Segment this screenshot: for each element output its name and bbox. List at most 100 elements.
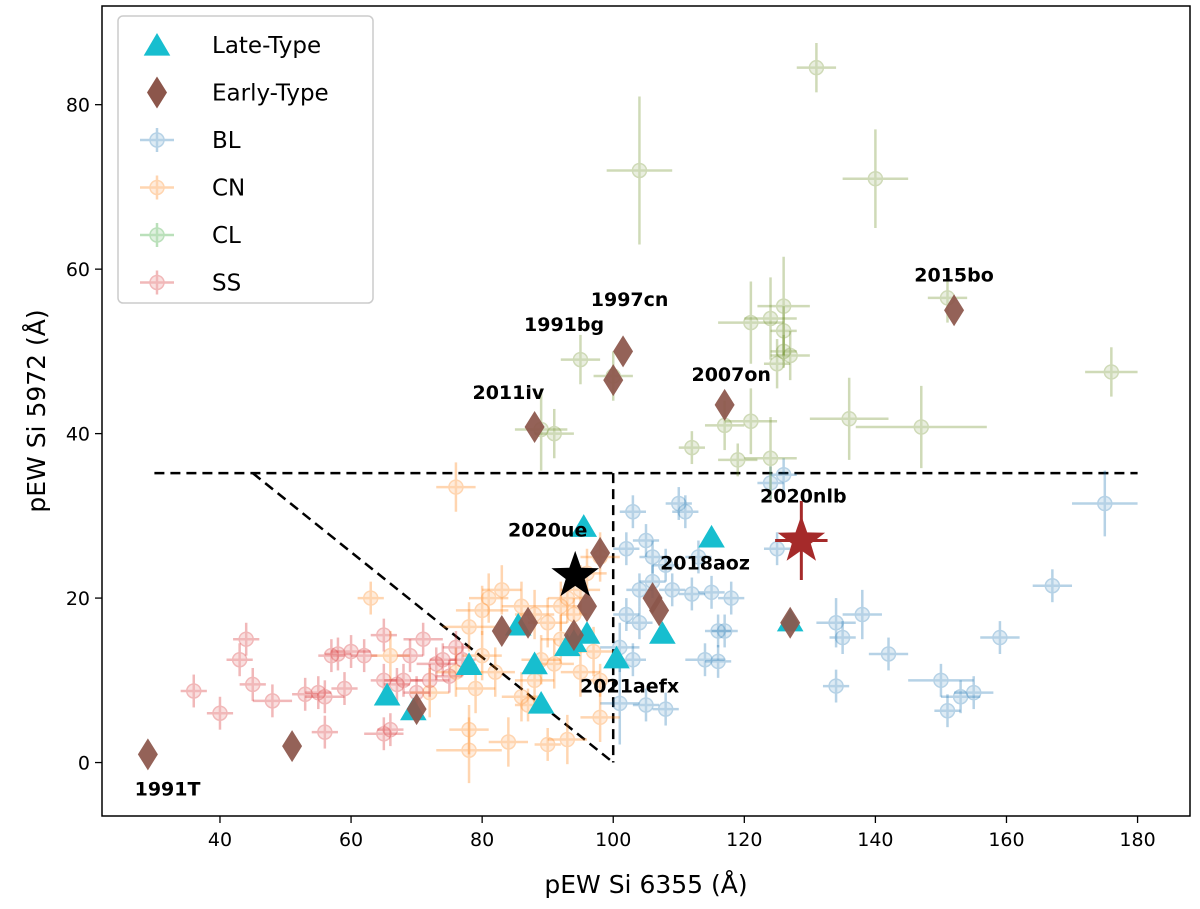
point-bl-28 (868, 637, 909, 671)
point-ss-26-marker (435, 652, 451, 668)
series-2020ue (551, 550, 599, 597)
point-cl-10 (770, 330, 810, 381)
point-cl-2 (842, 129, 909, 229)
point-ss-15 (370, 618, 397, 652)
point-bl-14-marker (723, 590, 739, 606)
legend-ss-dot (149, 274, 165, 291)
point-cn-21 (534, 728, 561, 761)
point-cl-11 (763, 339, 791, 389)
point-bl-30 (908, 663, 974, 697)
point-cl-22-marker (546, 425, 562, 442)
point-cl-4 (1085, 347, 1138, 397)
point-bl-35 (1032, 569, 1073, 603)
point-bl-0-marker (625, 503, 641, 520)
annotation-2018aoz: 2018aoz (660, 552, 750, 574)
point-bl-8-marker (677, 503, 694, 520)
point-early-type-13 (613, 335, 634, 368)
point-cl-22 (534, 408, 574, 459)
point-cn-30-marker (382, 647, 399, 664)
point-ss-9-marker (317, 689, 333, 705)
point-bl-37 (659, 573, 686, 607)
point-cn-9 (541, 581, 581, 631)
point-bl-16 (632, 688, 660, 722)
point-cn-26 (560, 647, 601, 697)
legend-bl-label: BL (212, 128, 241, 154)
point-early-type-6 (577, 590, 598, 623)
point-ss-8 (311, 715, 338, 749)
point-bl-17-marker (697, 652, 713, 668)
point-cl-0 (796, 43, 837, 93)
legend-cn-label: CN (212, 176, 245, 202)
point-early-type-12 (603, 364, 624, 397)
point-bl-21 (613, 598, 640, 631)
legend-cl-dot (149, 227, 165, 243)
y-axis-title: pEW Si 5972 (Å) (22, 309, 51, 512)
point-ss-18 (377, 713, 404, 747)
point-cn-29 (475, 647, 515, 697)
x-tick-label-80: 80 (470, 829, 494, 851)
x-tick-label-60: 60 (339, 829, 363, 851)
series-cn (357, 462, 620, 784)
y-tick-label-60: 60 (66, 259, 90, 281)
point-bl-36 (1072, 470, 1138, 537)
legend: Late-Type Early-Type BL CN CL SS (117, 15, 374, 304)
point-ss-1-marker (212, 705, 228, 721)
point-bl-16-marker (638, 697, 654, 713)
point-cn-31 (410, 667, 450, 718)
point-cl-19-marker (841, 411, 857, 427)
legend-late-type-label: Late-Type (212, 33, 321, 59)
point-bl-33-marker (965, 684, 982, 701)
point-bl-34-marker (992, 629, 1008, 646)
point-bl-38 (652, 548, 679, 582)
point-cl-14 (724, 388, 778, 455)
point-cl-18-marker (762, 450, 779, 467)
point-cl-17 (718, 443, 758, 477)
point-bl-39 (613, 532, 640, 566)
point-bl-18-marker (710, 653, 726, 670)
legend-bl-dot (149, 132, 165, 148)
boundary-lines (154, 471, 1138, 764)
point-ss-15-marker (376, 627, 392, 643)
point-cl-18 (744, 417, 797, 500)
point-ss-10 (318, 639, 345, 673)
point-ss-11-marker (330, 646, 346, 662)
point-bl-11 (698, 575, 725, 609)
point-early-type-11 (524, 411, 545, 444)
point-ss-17 (364, 717, 404, 751)
point-early-type-4 (518, 606, 539, 639)
point-ss-0-marker (186, 683, 202, 699)
point-cl-7 (718, 281, 784, 364)
point-bl-12-marker (710, 623, 726, 639)
series-2020nlb (775, 501, 828, 580)
point-ss-8-marker (317, 724, 333, 740)
point-cn-23 (580, 692, 620, 742)
point-cl-20-marker (913, 419, 930, 435)
legend-early-type-marker (147, 76, 167, 109)
data-points (137, 43, 1138, 784)
point-cn-2-marker (461, 619, 477, 635)
point-cn-24-marker (513, 689, 530, 705)
annotation-2020nlb: 2020nlb (760, 486, 847, 508)
point-ss-5 (252, 684, 293, 718)
point-bl-13-marker (716, 623, 733, 639)
point-ss-12-marker (336, 680, 353, 697)
point-bl-19 (600, 662, 640, 745)
point-cn-6-marker (513, 598, 530, 615)
point-ss-27 (436, 659, 463, 693)
point-bl-2 (639, 540, 666, 574)
point-bl-27 (842, 589, 882, 640)
point-ss-25 (416, 647, 456, 681)
point-bl-4 (639, 565, 666, 599)
x-axis-title: pEW Si 6355 (Å) (544, 870, 747, 899)
point-cn-25-marker (526, 672, 543, 689)
series-early-type (137, 294, 965, 771)
point-cn-34 (587, 663, 614, 697)
point-ss-19-marker (389, 676, 405, 693)
point-cn-17-marker (474, 647, 490, 664)
point-cn-0-marker (448, 479, 464, 495)
point-bl-34 (980, 621, 1020, 654)
point-cl-12 (560, 334, 601, 385)
point-cn-20 (488, 717, 529, 767)
point-ss-6-marker (297, 686, 313, 703)
point-cn-27-marker (585, 643, 602, 660)
